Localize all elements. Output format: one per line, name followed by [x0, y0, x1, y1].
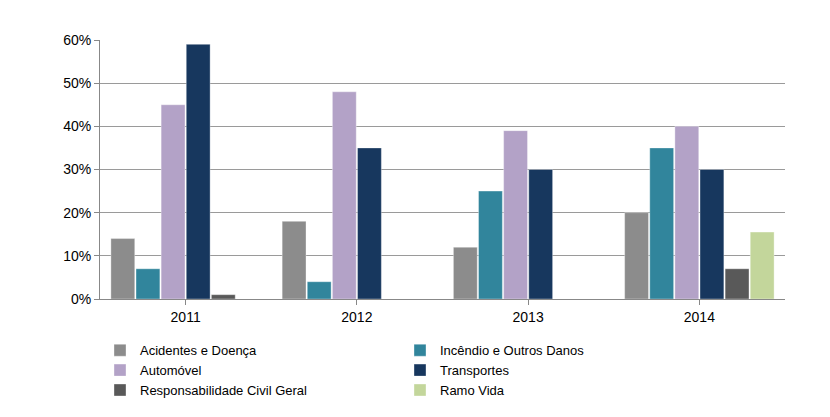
svg-text:60%: 60% — [63, 32, 91, 48]
svg-text:10%: 10% — [63, 248, 91, 264]
svg-text:Automóvel: Automóvel — [140, 363, 202, 378]
svg-text:Ramo Vida: Ramo Vida — [440, 383, 505, 398]
svg-text:2012: 2012 — [341, 309, 372, 325]
svg-text:2011: 2011 — [171, 309, 201, 325]
svg-text:0%: 0% — [71, 291, 91, 307]
svg-text:2014: 2014 — [684, 309, 715, 325]
svg-text:Transportes: Transportes — [440, 363, 509, 378]
svg-text:20%: 20% — [63, 205, 91, 221]
svg-text:Acidentes e Doença: Acidentes e Doença — [140, 343, 257, 358]
svg-text:2013: 2013 — [513, 309, 544, 325]
svg-text:40%: 40% — [63, 118, 91, 134]
svg-text:50%: 50% — [63, 75, 91, 91]
svg-text:30%: 30% — [63, 161, 91, 177]
svg-text:Responsabilidade Civil Geral: Responsabilidade Civil Geral — [140, 383, 307, 398]
svg-text:Incêndio e Outros Danos: Incêndio e Outros Danos — [440, 343, 584, 358]
